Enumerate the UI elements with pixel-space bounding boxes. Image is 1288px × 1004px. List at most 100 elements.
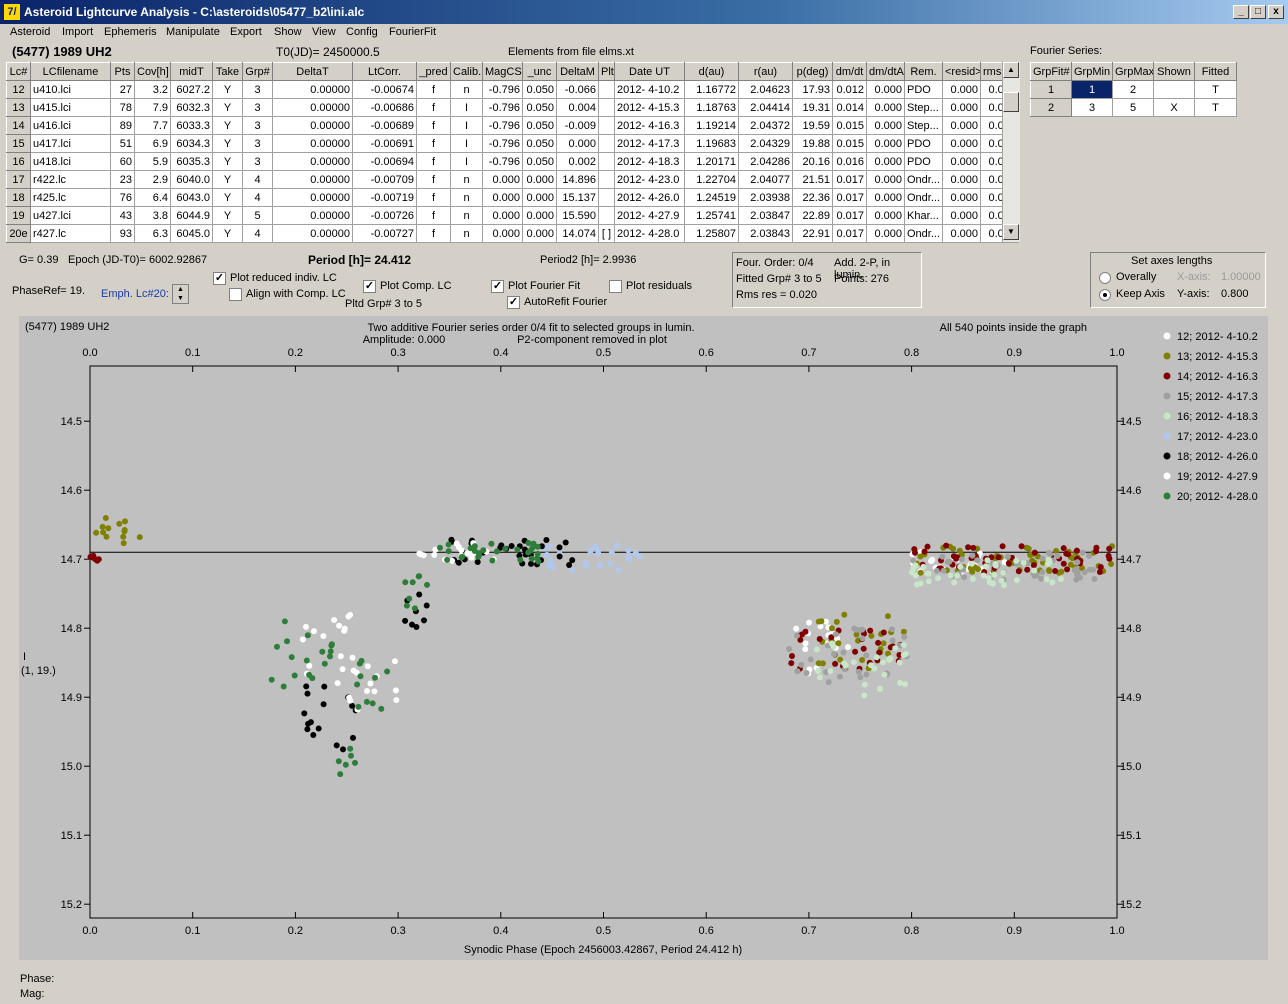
table-cell[interactable]: 0.00000: [272, 170, 353, 189]
table-cell[interactable]: Y: [212, 116, 243, 135]
table-cell[interactable]: [598, 188, 615, 207]
table-cell[interactable]: -0.796: [482, 134, 523, 153]
lc-col-header[interactable]: Date UT: [614, 62, 685, 81]
table-cell[interactable]: 0.00000: [272, 134, 353, 153]
row-number[interactable]: 19: [6, 206, 31, 225]
lc-col-header[interactable]: LtCorr.: [352, 62, 417, 81]
table-cell[interactable]: 17.93: [792, 80, 833, 99]
table-cell[interactable]: 0.016: [832, 152, 867, 171]
table-cell[interactable]: n: [450, 80, 483, 99]
table-cell[interactable]: -0.00719: [352, 188, 417, 207]
table-cell[interactable]: PDO: [904, 80, 943, 99]
table-cell[interactable]: 0.000: [866, 206, 905, 225]
table-cell[interactable]: 0.017: [832, 170, 867, 189]
table-cell[interactable]: u417.lci: [30, 134, 111, 153]
table-cell[interactable]: f: [416, 170, 451, 189]
table-row[interactable]: 19 u427.lci 43 3.8 6044.9 Y 5 0.00000 -0.00726 f n…: [6, 206, 1019, 225]
row-number[interactable]: 15: [6, 134, 31, 153]
table-cell[interactable]: 2.04329: [738, 134, 793, 153]
table-cell[interactable]: Y: [212, 224, 243, 243]
lc-col-header[interactable]: Take: [212, 62, 243, 81]
table-cell[interactable]: 0.000: [942, 206, 981, 225]
table-cell[interactable]: 2012- 4-17.3: [614, 134, 685, 153]
table-cell[interactable]: [1153, 80, 1195, 99]
table-cell[interactable]: -0.796: [482, 80, 523, 99]
table-cell[interactable]: f: [416, 134, 451, 153]
table-cell[interactable]: 0.00000: [272, 152, 353, 171]
fourier-col-header[interactable]: GrpFit#: [1030, 62, 1072, 81]
table-cell[interactable]: 0.000: [866, 98, 905, 117]
table-cell[interactable]: 0.000: [942, 116, 981, 135]
fourier-col-header[interactable]: GrpMax: [1112, 62, 1154, 81]
table-cell[interactable]: 6.9: [134, 134, 171, 153]
table-cell[interactable]: f: [416, 116, 451, 135]
plot-comp-checkbox[interactable]: ✓: [363, 280, 376, 293]
autorefit-checkbox[interactable]: ✓: [507, 296, 520, 309]
table-cell[interactable]: 0.000: [866, 80, 905, 99]
align-comp-checkbox[interactable]: [229, 288, 242, 301]
table-cell[interactable]: 2: [1112, 80, 1154, 99]
table-cell[interactable]: n: [450, 224, 483, 243]
row-number[interactable]: 20e: [6, 224, 31, 243]
table-cell[interactable]: 6045.0: [170, 224, 213, 243]
keep-axis-radio[interactable]: [1099, 289, 1111, 301]
table-cell[interactable]: [598, 116, 615, 135]
table-cell[interactable]: Ondr...: [904, 170, 943, 189]
table-row[interactable]: 15 u417.lci 51 6.9 6034.3 Y 3 0.00000 -0.00691 f I…: [6, 134, 1019, 153]
maximize-button[interactable]: □: [1250, 5, 1266, 19]
table-cell[interactable]: 0.015: [832, 134, 867, 153]
lc-col-header[interactable]: LCfilename: [30, 62, 111, 81]
table-cell[interactable]: 3: [242, 98, 273, 117]
table-cell[interactable]: 3: [242, 134, 273, 153]
table-cell[interactable]: T: [1194, 80, 1237, 99]
table-cell[interactable]: -0.00727: [352, 224, 417, 243]
table-cell[interactable]: 5: [1112, 98, 1154, 117]
table-cell[interactable]: 0.050: [522, 152, 557, 171]
table-cell[interactable]: 3: [242, 116, 273, 135]
table-cell[interactable]: 1: [1071, 80, 1113, 99]
table-cell[interactable]: 0.000: [556, 134, 599, 153]
table-cell[interactable]: [598, 134, 615, 153]
table-cell[interactable]: 19.31: [792, 98, 833, 117]
table-cell[interactable]: 1.24519: [684, 188, 739, 207]
table-cell[interactable]: u410.lci: [30, 80, 111, 99]
table-cell[interactable]: 0.00000: [272, 80, 353, 99]
table-cell[interactable]: 0.050: [522, 116, 557, 135]
spin-down-icon[interactable]: ▼: [177, 295, 184, 302]
table-cell[interactable]: 3: [242, 152, 273, 171]
table-cell[interactable]: 4: [242, 224, 273, 243]
period-value[interactable]: Period [h]= 24.412: [308, 253, 412, 267]
lc-col-header[interactable]: dm/dtA: [866, 62, 905, 81]
lightcurve-plot[interactable]: 0.0 0.0 0.1 0.1 0.2 0.2 0.3 0.3 0.4 0.4 0.5 0.5 0.6 0…: [19, 316, 1268, 960]
table-cell[interactable]: PDO: [904, 152, 943, 171]
table-cell[interactable]: 2.03843: [738, 224, 793, 243]
table-cell[interactable]: [598, 206, 615, 225]
table-cell[interactable]: 1.20171: [684, 152, 739, 171]
table-cell[interactable]: 1.16772: [684, 80, 739, 99]
lc-col-header[interactable]: Calib.: [450, 62, 483, 81]
lc-col-header[interactable]: Pts: [110, 62, 135, 81]
table-cell[interactable]: 1.18763: [684, 98, 739, 117]
table-cell[interactable]: 0.000: [482, 224, 523, 243]
period2-value[interactable]: Period2 [h]= 2.9936: [540, 254, 637, 266]
table-cell[interactable]: 6035.3: [170, 152, 213, 171]
table-cell[interactable]: Ondr...: [904, 188, 943, 207]
table-cell[interactable]: 1.25741: [684, 206, 739, 225]
table-cell[interactable]: 0.000: [866, 170, 905, 189]
table-cell[interactable]: 2012- 4-18.3: [614, 152, 685, 171]
menu-fourierfit[interactable]: FourierFit: [389, 26, 437, 38]
table-cell[interactable]: 60: [110, 152, 135, 171]
table-row[interactable]: 14 u416.lci 89 7.7 6033.3 Y 3 0.00000 -0.00689 f I…: [6, 116, 1019, 135]
table-cell[interactable]: 93: [110, 224, 135, 243]
table-cell[interactable]: n: [450, 188, 483, 207]
table-cell[interactable]: 1.19214: [684, 116, 739, 135]
lightcurve-table-scrollbar[interactable]: ▲ ▼: [1002, 62, 1020, 242]
close-button[interactable]: x: [1268, 5, 1284, 19]
table-cell[interactable]: 2012- 4-26.0: [614, 188, 685, 207]
table-cell[interactable]: 22.91: [792, 224, 833, 243]
table-cell[interactable]: 0.000: [942, 224, 981, 243]
table-cell[interactable]: 3.8: [134, 206, 171, 225]
table-cell[interactable]: -0.00686: [352, 98, 417, 117]
table-row[interactable]: 16 u418.lci 60 5.9 6035.3 Y 3 0.00000 -0.00694 f I…: [6, 152, 1019, 171]
